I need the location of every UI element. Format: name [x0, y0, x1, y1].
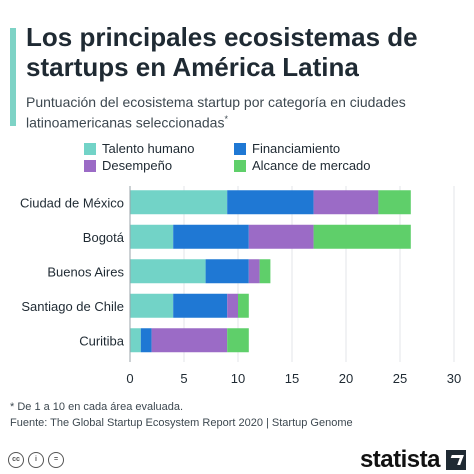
- chart-notes: * De 1 a 10 en cada área evaluada. Fuent…: [10, 399, 353, 431]
- footer-bar: cc i = statista: [0, 446, 474, 474]
- statista-logo-icon: [446, 450, 466, 470]
- legend-item-talento: Talento humano: [84, 141, 195, 156]
- bar-segment: [227, 328, 249, 353]
- legend-swatch: [234, 142, 246, 155]
- bar-segment: [140, 328, 152, 353]
- bar-segment: [378, 190, 411, 215]
- x-tick-label: 10: [231, 371, 245, 386]
- legend-label: Financiamiento: [252, 141, 341, 156]
- bar-segment: [313, 224, 411, 249]
- source-text: Fuente: The Global Startup Ecosystem Rep…: [10, 417, 353, 429]
- footnote-text: * De 1 a 10 en cada área evaluada.: [10, 401, 184, 413]
- x-tick-label: 0: [126, 371, 133, 386]
- legend-label: Talento humano: [102, 141, 195, 156]
- statista-logo[interactable]: statista: [359, 446, 441, 473]
- category-label: Santiago de Chile: [21, 299, 124, 314]
- x-tick-label: 5: [180, 371, 187, 386]
- bar-segment: [173, 293, 228, 318]
- legend-label: Desempeño: [102, 158, 173, 173]
- legend-item-financiamiento: Financiamiento: [234, 141, 340, 156]
- subtitle-footnote-mark: *: [224, 114, 228, 124]
- bar-segment: [130, 190, 228, 215]
- bar-segment: [205, 259, 249, 284]
- legend-item-alcance: Alcance de mercado: [234, 158, 371, 173]
- page-title: Los principales ecosistemas de startups …: [26, 22, 418, 82]
- x-tick-label: 25: [393, 371, 407, 386]
- cc-icon[interactable]: cc: [8, 452, 24, 468]
- bar-segment: [130, 224, 174, 249]
- bar-segment: [259, 259, 271, 284]
- category-label: Ciudad de México: [20, 195, 124, 210]
- bar-segment: [130, 259, 206, 284]
- x-tick-label: 20: [339, 371, 353, 386]
- legend-swatch: [84, 159, 96, 172]
- license-icons: cc i =: [8, 452, 64, 468]
- bar-segment: [248, 224, 314, 249]
- subtitle-text: Puntuación del ecosistema startup por ca…: [26, 94, 406, 131]
- bar-segment: [130, 293, 174, 318]
- title-accent-bar: [10, 28, 16, 126]
- legend-swatch: [84, 142, 96, 155]
- equal-icon[interactable]: =: [48, 452, 64, 468]
- bar-segment: [173, 224, 249, 249]
- bar-segment: [151, 328, 228, 353]
- bar-segment: [313, 190, 379, 215]
- category-label: Curitiba: [79, 333, 125, 348]
- x-tick-label: 30: [447, 371, 461, 386]
- legend-item-desempeno: Desempeño: [84, 158, 172, 173]
- bar-segment: [130, 328, 141, 353]
- attribution-icon[interactable]: i: [28, 452, 44, 468]
- bar-segment: [238, 293, 249, 318]
- x-tick-label: 15: [285, 371, 299, 386]
- bar-segment: [227, 293, 238, 318]
- bar-segment: [227, 190, 314, 215]
- page-subtitle: Puntuación del ecosistema startup por ca…: [26, 94, 466, 132]
- bar-segment: [248, 259, 260, 284]
- category-label: Buenos Aires: [47, 264, 124, 279]
- legend-label: Alcance de mercado: [252, 158, 371, 173]
- legend-swatch: [234, 159, 246, 172]
- category-label: Bogotá: [83, 230, 125, 245]
